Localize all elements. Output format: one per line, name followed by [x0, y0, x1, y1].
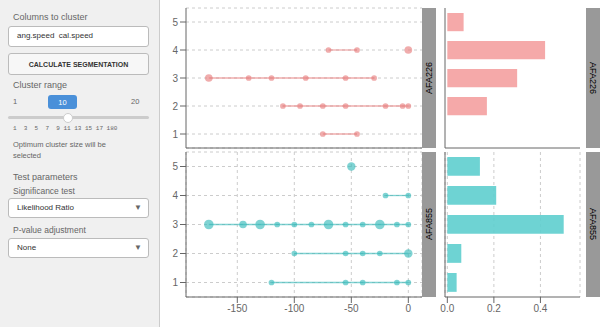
svg-text:3: 3 [172, 219, 178, 230]
svg-text:0: 0 [406, 303, 412, 314]
svg-text:0.2: 0.2 [487, 303, 501, 314]
html-text:None: None [17, 242, 37, 252]
html-text:AFA855: AFA855 [424, 208, 434, 241]
html-text:20: 20 [131, 97, 140, 106]
html-text:AFA226: AFA226 [424, 62, 434, 94]
html-text:1 3 5 7 9 11 13 15 17 180: 1 3 5 7 9 11 13 15 17 180 [13, 125, 118, 132]
html-text:CALCULATE SEGMENTATION: CALCULATE SEGMENTATION [28, 60, 129, 68]
svg-text:1: 1 [172, 277, 178, 288]
svg-text:4: 4 [172, 190, 178, 201]
html-text:P-value adjustment: P-value adjustment [13, 225, 86, 235]
html-text:Test parameters: Test parameters [13, 172, 78, 182]
svg-text:-50: -50 [344, 303, 359, 314]
html-text:ang.speed cal.speed: ang.speed cal.speed [17, 31, 94, 40]
svg-text:-150: -150 [227, 303, 247, 314]
svg-text:5: 5 [172, 161, 178, 172]
html-text:Columns to cluster: Columns to cluster [13, 12, 88, 22]
html-text:Likelihood Ratio: Likelihood Ratio [17, 202, 74, 212]
svg-text:0.4: 0.4 [533, 303, 547, 314]
html-text:10: 10 [58, 97, 67, 107]
svg-text:4: 4 [172, 45, 178, 56]
svg-text:5: 5 [172, 17, 178, 28]
svg-text:1: 1 [172, 129, 178, 140]
html-text:Cluster range: Cluster range [13, 80, 67, 90]
svg-text:0.0: 0.0 [440, 303, 454, 314]
html-text:Significance test: Significance test [13, 186, 75, 196]
html-text:Optimum cluster size will be s: Optimum cluster size will be selected [13, 140, 106, 161]
html-text:1: 1 [13, 97, 18, 106]
html-text:AFA855: AFA855 [588, 208, 598, 241]
html-text:AFA226: AFA226 [588, 62, 598, 94]
svg-text:3: 3 [172, 73, 178, 84]
svg-text:2: 2 [172, 248, 178, 259]
svg-text:2: 2 [172, 101, 178, 112]
svg-text:-100: -100 [284, 303, 304, 314]
